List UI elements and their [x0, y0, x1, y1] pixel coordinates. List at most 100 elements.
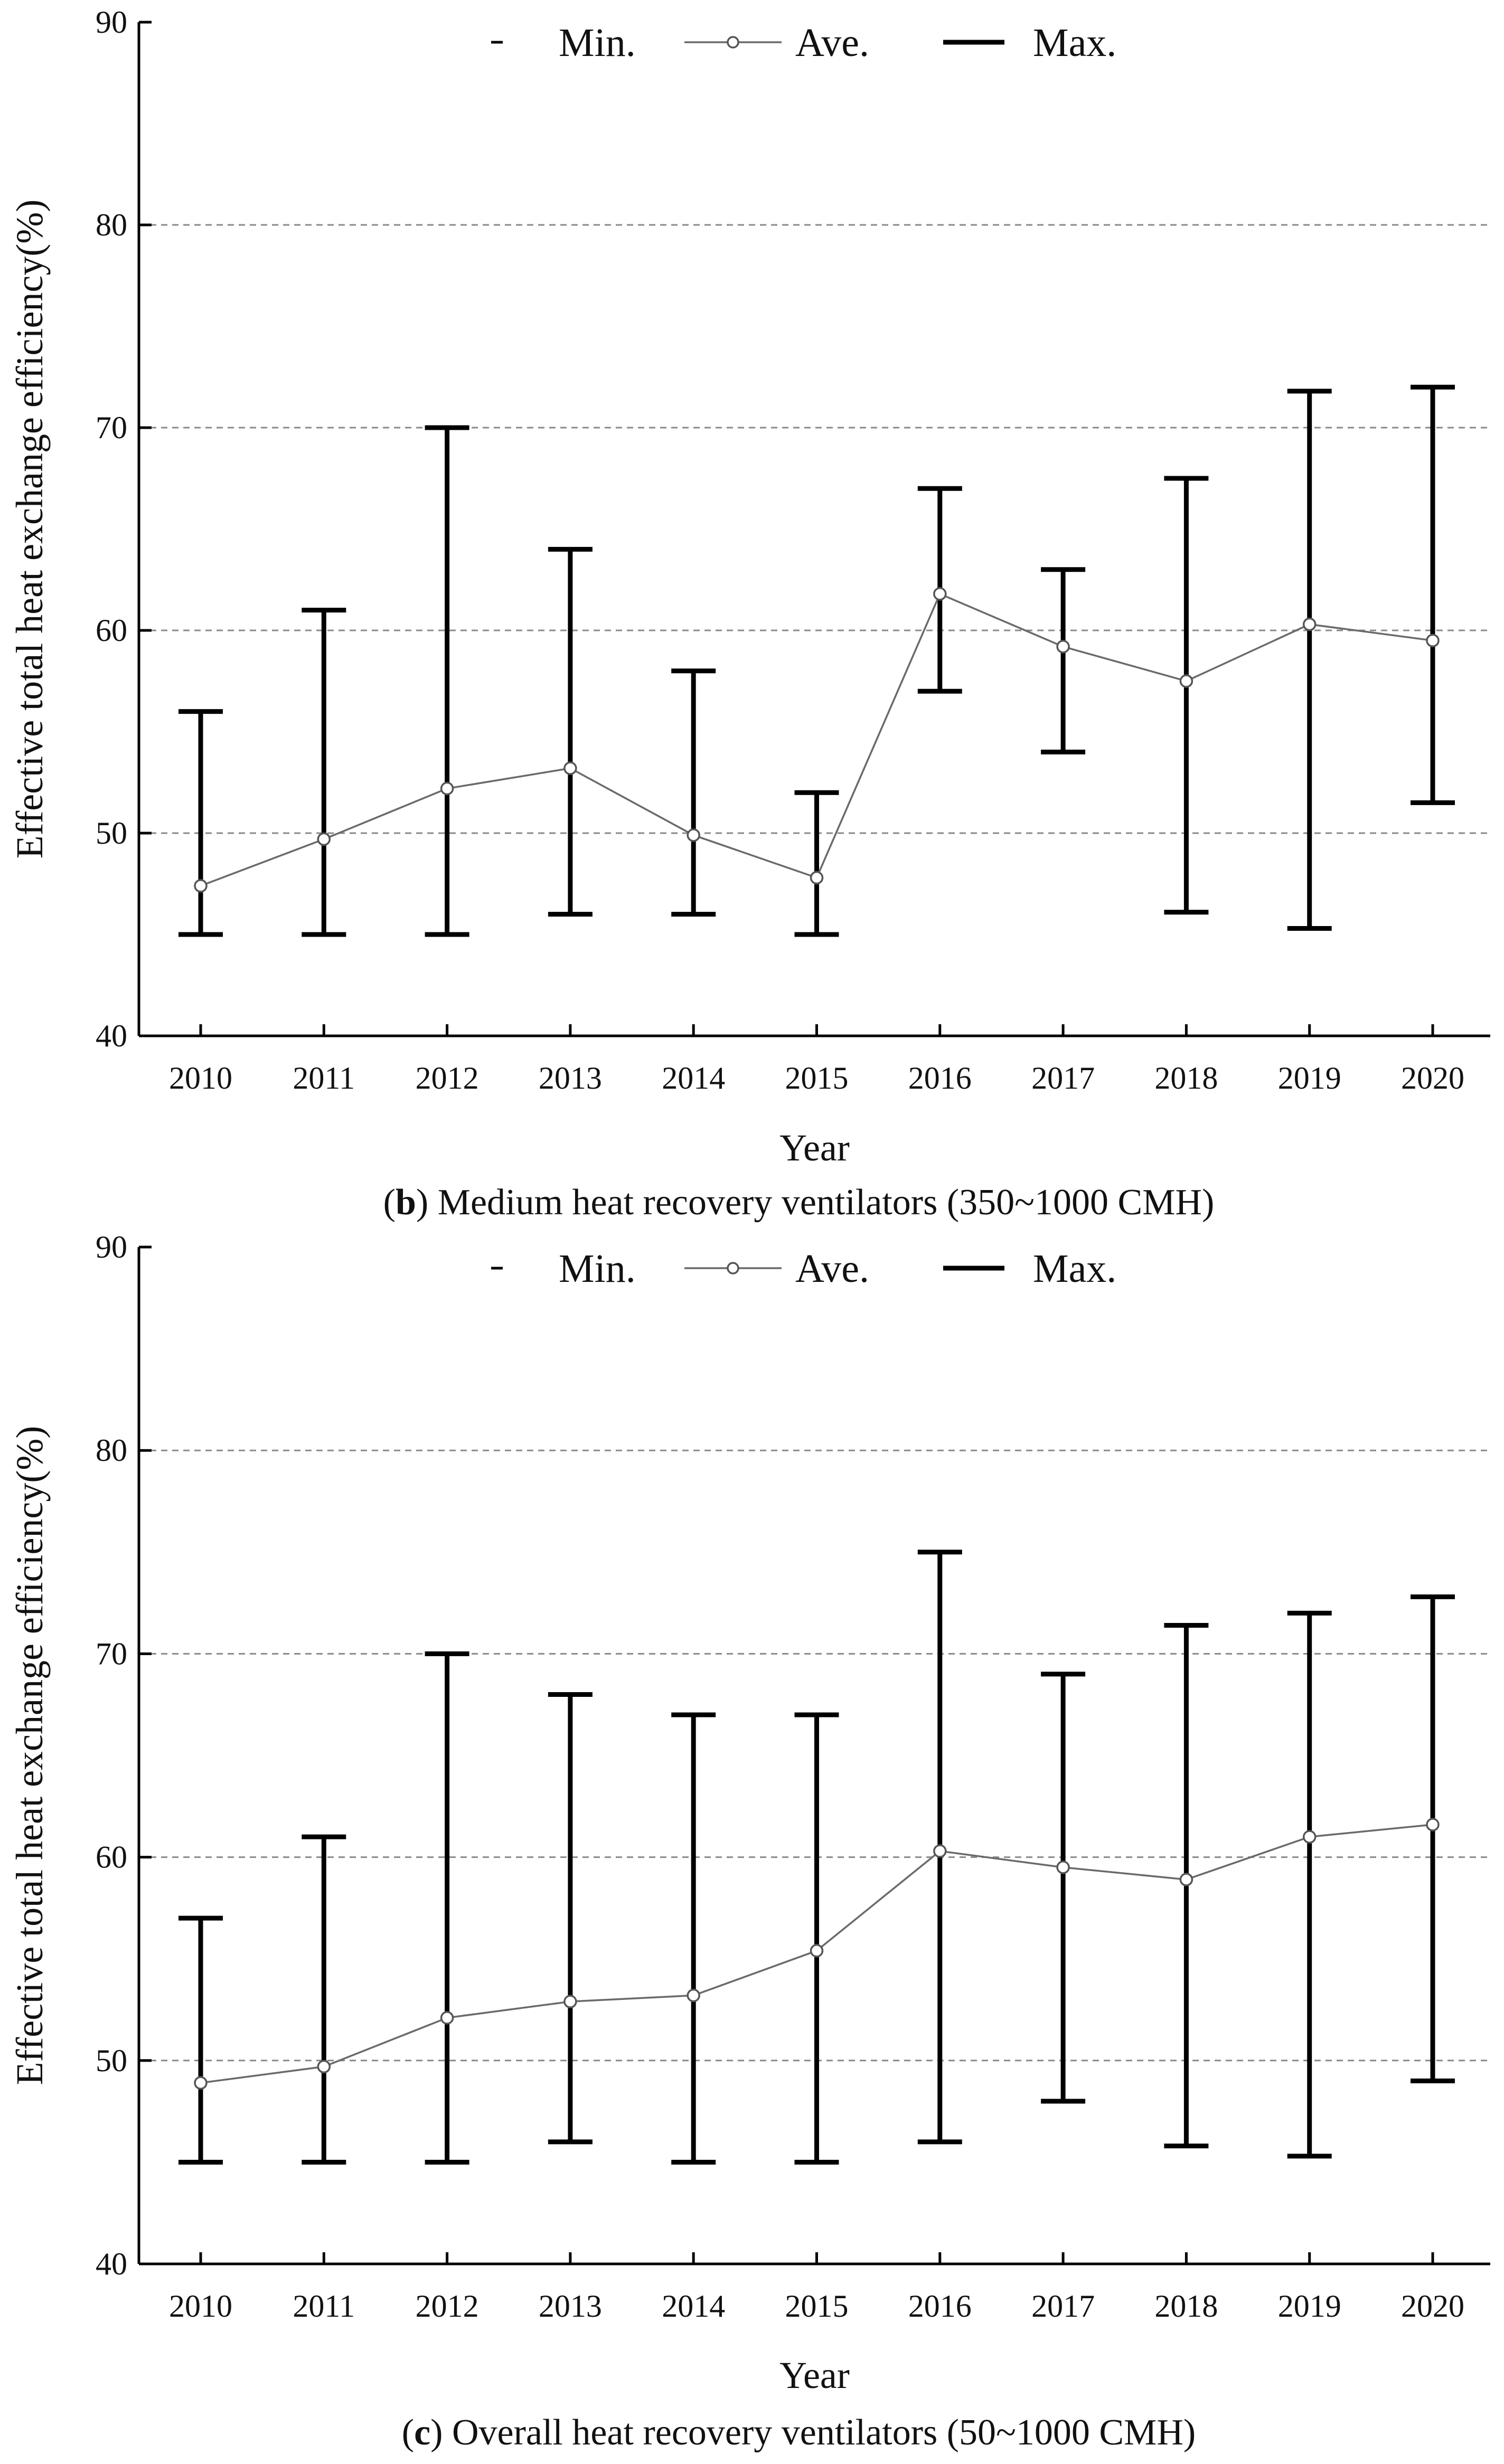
- chart-0-y-tick-label: 80: [96, 207, 127, 242]
- chart-1-y-tick-label: 50: [96, 2043, 127, 2078]
- legend-min-label: Min.: [559, 21, 636, 65]
- chart-0-errorbar-2018: [1164, 476, 1209, 915]
- chart-1-x-tick-label: 2014: [662, 2289, 725, 2324]
- chart-0-ave-point-2011: [317, 832, 331, 846]
- legend-min-label: Min.: [559, 1247, 636, 1291]
- chart-0-ave-point-2010: [194, 879, 208, 893]
- chart-1-ave-point-2011: [317, 2060, 331, 2074]
- chart-1-errorbar-2010: [178, 1915, 223, 2165]
- chart-0-x-tick-label: 2012: [416, 1061, 479, 1096]
- chart-1-x-tick-label: 2018: [1154, 2289, 1218, 2324]
- chart-0-ave-point-2020: [1426, 634, 1440, 647]
- chart-0-legend: Min. Ave. Max.: [491, 21, 1116, 65]
- chart-0-x-axis-label: Year: [779, 1127, 850, 1169]
- legend-ave-marker: [727, 1262, 739, 1275]
- chart-0-ave-point-2019: [1302, 617, 1317, 631]
- chart-1-y-tick-label: 60: [96, 1840, 127, 1875]
- chart-0-x-tick-label: 2016: [908, 1061, 972, 1096]
- chart-0-errorbar-2015: [794, 790, 839, 937]
- chart-1-x-tick-label: 2011: [293, 2289, 355, 2324]
- caption-text: Overall heat recovery ventilators (50~10…: [443, 2412, 1196, 2453]
- chart-0-ave-point-2017: [1056, 639, 1070, 654]
- chart-1-x-tick-label: 2013: [539, 2289, 602, 2324]
- chart-1-ave-point-2020: [1426, 1818, 1440, 1832]
- chart-0-x-tick-label: 2019: [1278, 1061, 1341, 1096]
- chart-0-x-tick-label: 2013: [539, 1061, 602, 1096]
- chart-0-ave-point-2016: [933, 587, 947, 601]
- legend-ave-marker: [727, 36, 739, 49]
- chart-1-y-tick-label: 40: [96, 2246, 127, 2281]
- chart-0-ave-point-2013: [563, 761, 577, 775]
- chart-1-x-tick-label: 2016: [908, 2289, 972, 2324]
- chart-1-errorbar-2011: [302, 1834, 346, 2165]
- chart-1-errorbar-2019: [1287, 1610, 1332, 2159]
- chart-1-caption: (c) Overall heat recovery ventilators (5…: [402, 2412, 1196, 2453]
- chart-0-caption: (b) Medium heat recovery ventilators (35…: [383, 1182, 1215, 1223]
- chart-1-y-axis-label: Effective total heat exchange efficiency…: [8, 1426, 51, 2085]
- chart-0-x-tick-label: 2010: [169, 1061, 232, 1096]
- chart-0-x-tick-label: 2015: [785, 1061, 849, 1096]
- chart-0-x-tick-label: 2018: [1154, 1061, 1218, 1096]
- chart-1-y-tick-label: 80: [96, 1433, 127, 1468]
- chart-1-ave-point-2015: [810, 1944, 824, 1958]
- chart-0-y-tick-label: 50: [96, 816, 127, 851]
- caption-paren-open: (: [402, 2412, 414, 2453]
- legend-max-label: Max.: [1033, 21, 1116, 65]
- chart-1-ave-point-2016: [933, 1844, 947, 1858]
- chart-0-errorbar-2010: [178, 709, 223, 937]
- chart-0-ave-point-2015: [810, 871, 824, 885]
- chart-0-errorbar-2011: [302, 608, 346, 937]
- caption-letter: b: [396, 1182, 416, 1223]
- chart-1-x-tick-label: 2010: [169, 2289, 232, 2324]
- chart-1-ave-point-2014: [687, 1988, 700, 2003]
- chart-1-legend: Min. Ave. Max.: [491, 1247, 1116, 1291]
- chart-1-y-tick-label: 70: [96, 1636, 127, 1671]
- chart-1-ave-point-2013: [563, 1995, 577, 2008]
- chart-1-ave-point-2019: [1302, 1830, 1317, 1844]
- chart-0-errorbar-2019: [1287, 389, 1332, 931]
- legend-ave-label: Ave.: [795, 1247, 869, 1291]
- caption-text: Medium heat recovery ventilators (350~10…: [428, 1182, 1214, 1223]
- chart-1-errorbar-2020: [1411, 1594, 1455, 2083]
- chart-0-x-tick-label: 2017: [1031, 1061, 1095, 1096]
- chart-0-y-tick-label: 40: [96, 1018, 127, 1053]
- chart-0-errorbar-2017: [1041, 567, 1086, 754]
- chart-1-x-tick-label: 2020: [1401, 2289, 1464, 2324]
- chart-0-y-axis-label: Effective total heat exchange efficiency…: [8, 200, 51, 859]
- chart-overall-hrv: 40 50 60 70 80 90 2010 2011 2012 2013 2014 2015 2016…: [8, 1230, 1490, 2453]
- chart-0-x-tick-label: 2014: [662, 1061, 725, 1096]
- chart-1-ave-point-2018: [1179, 1873, 1193, 1886]
- chart-1-errorbar-2017: [1041, 1672, 1086, 2104]
- chart-0-x-tick-label: 2011: [293, 1061, 355, 1096]
- chart-0-ave-point-2012: [440, 781, 454, 796]
- chart-0-errorbar-2012: [425, 425, 469, 937]
- caption-paren-open: (: [383, 1182, 396, 1223]
- chart-1-errorbar-2013: [548, 1692, 593, 2145]
- chart-1-x-tick-label: 2015: [785, 2289, 849, 2324]
- chart-1-ave-point-2017: [1056, 1861, 1070, 1874]
- chart-1-ave-point-2012: [440, 2011, 454, 2025]
- legend-ave-label: Ave.: [795, 21, 869, 65]
- chart-0-errorbar-2020: [1411, 384, 1455, 805]
- chart-1-errorbar-2012: [425, 1651, 469, 2165]
- chart-0-errorbar-2013: [548, 546, 593, 917]
- chart-0-y-tick-label: 70: [96, 410, 127, 445]
- chart-0-y-tick-label: 90: [96, 5, 127, 40]
- chart-1-errorbar-2015: [794, 1712, 839, 2165]
- chart-1-ave-point-2010: [194, 2076, 208, 2090]
- caption-letter: c: [414, 2412, 430, 2453]
- chart-1-x-tick-label: 2017: [1031, 2289, 1095, 2324]
- chart-0-x-tick-label: 2020: [1401, 1061, 1464, 1096]
- chart-0-errorbar-2014: [671, 668, 716, 917]
- chart-0-ave-point-2018: [1179, 674, 1193, 688]
- chart-medium-hrv: 40 50 60 70 80 90 2010 2011 2012 2013 2014 2015 2016…: [8, 5, 1490, 1223]
- chart-0-ave-point-2014: [687, 828, 700, 842]
- chart-0-y-tick-label: 60: [96, 613, 127, 648]
- legend-max-label: Max.: [1033, 1247, 1116, 1291]
- chart-1-y-tick-label: 90: [96, 1230, 127, 1264]
- caption-paren-close: ): [416, 1182, 428, 1223]
- chart-1-errorbar-2014: [671, 1712, 716, 2165]
- chart-1-x-tick-label: 2012: [416, 2289, 479, 2324]
- chart-1-x-axis-label: Year: [779, 2354, 850, 2396]
